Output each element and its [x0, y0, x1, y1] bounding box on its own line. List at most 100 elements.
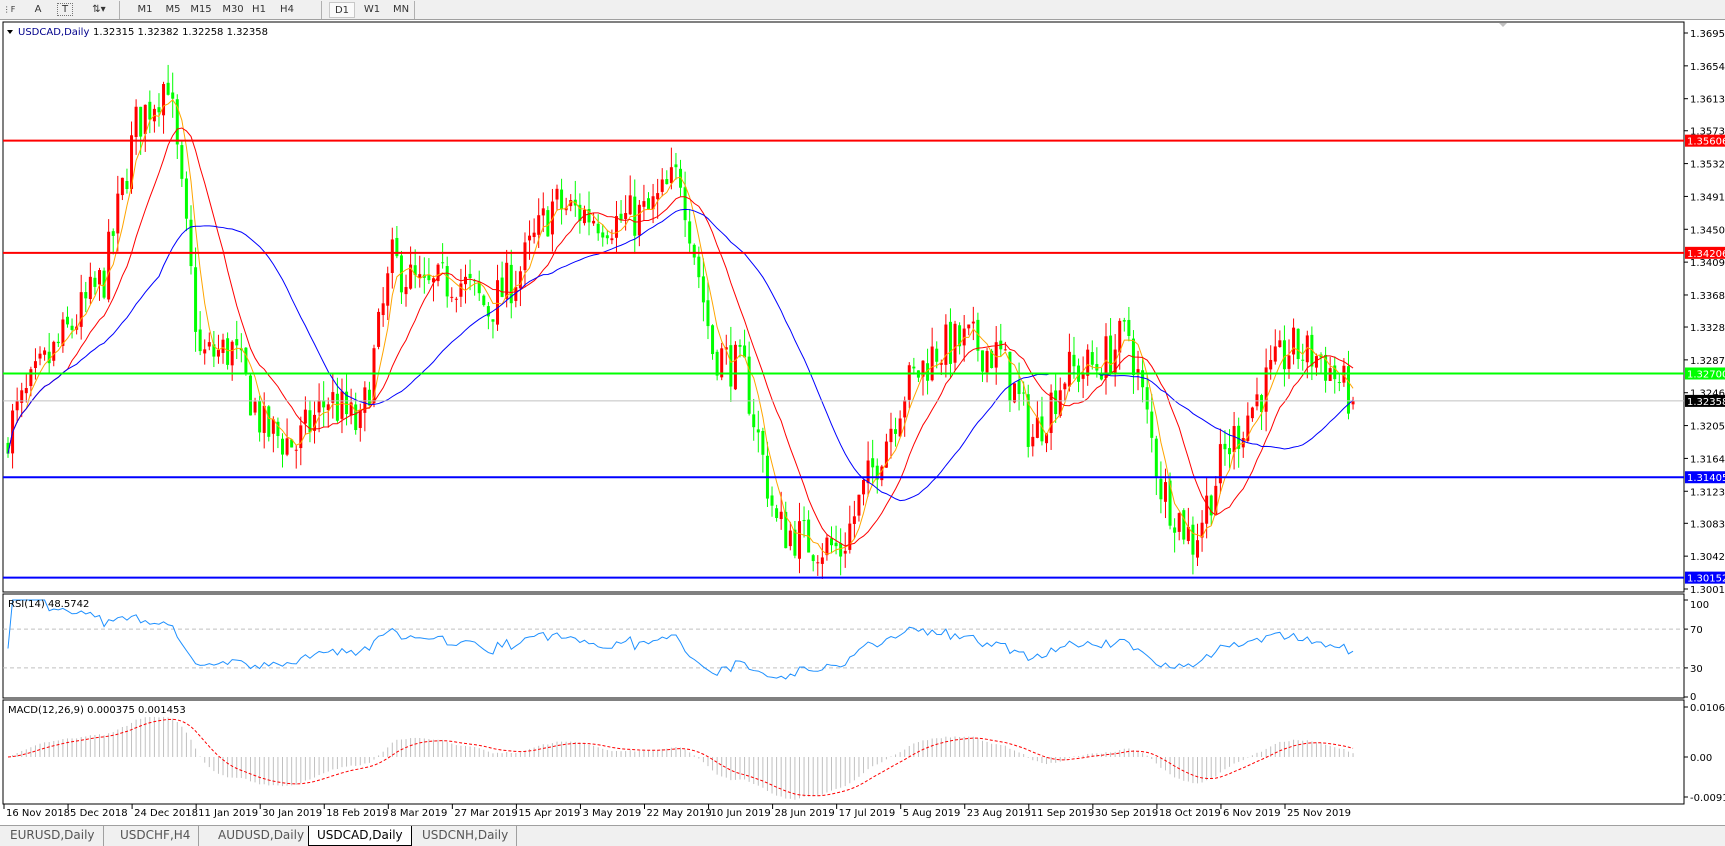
candle-body [125, 181, 129, 190]
candle-body [770, 495, 774, 506]
candle [413, 249, 417, 289]
price-tick-label: 1.34910 [1690, 192, 1725, 203]
candle-body [395, 237, 399, 257]
chart-canvas[interactable]: 1.36950 1.36540 1.36130 1.35730 1.35320 1.349… [0, 20, 1725, 825]
candle-body [56, 341, 60, 344]
candle-body [1246, 415, 1250, 441]
candle-body [930, 346, 934, 381]
candle [953, 320, 957, 371]
candle [1118, 318, 1122, 370]
candle [1163, 468, 1167, 519]
candle [1296, 328, 1300, 369]
timeframe-m1-button[interactable]: M1 [137, 4, 153, 15]
candle-body [1067, 351, 1071, 387]
price-tick-label: 1.36130 [1690, 95, 1725, 106]
candle-body [239, 348, 243, 351]
candle [852, 500, 856, 539]
candle [948, 308, 952, 379]
candle-body [820, 557, 824, 564]
candle-body [285, 438, 289, 455]
candle-body [6, 442, 10, 454]
candle [688, 209, 692, 252]
text-box-icon[interactable]: T [57, 3, 73, 16]
candle [601, 224, 605, 247]
timeframe-m30-button[interactable]: M30 [222, 4, 244, 15]
price-panel [2, 21, 1685, 593]
tab-usdcnh-daily[interactable]: USDCNH,Daily [414, 826, 518, 846]
candle-body [523, 242, 527, 271]
timeframe-m5-button[interactable]: M5 [165, 4, 181, 15]
rsi-label: RSI(14) 48.5742 [8, 599, 89, 610]
time-axis-label: 11 Jan 2019 [198, 808, 258, 819]
candle-body [848, 523, 852, 550]
candle-body [180, 145, 184, 179]
candle-body [399, 255, 403, 293]
candle-body [683, 187, 687, 221]
candle-body [651, 196, 655, 210]
timeframe-h1-button[interactable]: H1 [252, 4, 266, 15]
timeframe-m15-button[interactable]: M15 [190, 4, 212, 15]
candle-body [784, 511, 788, 549]
candle-body [793, 529, 797, 556]
candle-body [120, 177, 124, 196]
candle-body [253, 401, 257, 413]
crosshair-lines-icon[interactable]: ⋮F [2, 5, 16, 14]
time-axis-label: 22 May 2019 [647, 808, 712, 819]
candle [180, 140, 184, 187]
price-tick-label: 1.33280 [1690, 323, 1725, 334]
candle [189, 205, 193, 275]
candle-body [162, 84, 166, 116]
text-label-icon[interactable]: A [34, 4, 42, 15]
candle-body [1163, 482, 1167, 502]
candle-body [248, 375, 252, 416]
candle-body [884, 441, 888, 468]
candle [194, 247, 198, 352]
time-axis-label: 8 Mar 2019 [390, 808, 447, 819]
timeframe-mn-button[interactable]: MN [392, 4, 410, 15]
timeframe-h4-button[interactable]: H4 [280, 4, 294, 15]
candle [496, 264, 500, 331]
candle-body [326, 404, 330, 411]
candle-body [404, 287, 408, 295]
candle [775, 504, 779, 522]
candle [239, 333, 243, 363]
candle [628, 175, 632, 216]
tab-eurusd-daily[interactable]: EURUSD,Daily [2, 826, 104, 846]
candle-body [875, 465, 879, 480]
candle [880, 464, 884, 487]
candle-body [1173, 527, 1177, 533]
candle-body [1013, 383, 1016, 403]
time-axis-label: 15 Apr 2019 [518, 808, 580, 819]
tab-audusd-daily[interactable]: AUDUSD,Daily [210, 826, 314, 846]
candle-body [985, 351, 989, 373]
price-level-label: 1.34206 [1687, 249, 1725, 260]
candle-body [1182, 510, 1186, 540]
candle-body [688, 221, 692, 244]
candle [75, 314, 79, 335]
time-axis-label: 10 Jun 2019 [711, 808, 771, 819]
current-price-label: 1.32358 [1687, 397, 1725, 408]
tab-usdcad-daily[interactable]: USDCAD,Daily [308, 826, 412, 846]
candle-body [221, 339, 225, 353]
candle-body [1118, 320, 1122, 353]
candle [326, 397, 330, 428]
time-axis-label: 16 Nov 2018 [6, 808, 70, 819]
timeframe-w1-button[interactable]: W1 [363, 4, 381, 15]
candle [1145, 374, 1149, 424]
candle [752, 398, 756, 441]
timeframe-d1-button[interactable]: D1 [329, 2, 355, 18]
candle-body [1150, 411, 1154, 438]
candle-body [935, 348, 939, 362]
candle [857, 494, 861, 522]
candle-body [198, 329, 202, 352]
price-tick-label: 1.32050 [1690, 422, 1725, 433]
tab-usdchf-h4[interactable]: USDCHF,H4 [112, 826, 200, 846]
macd-panel [2, 699, 1685, 805]
candle-body [898, 418, 902, 437]
price-level-label: 1.31405 [1687, 473, 1725, 484]
candle-body [1090, 352, 1094, 365]
arrows-icon[interactable]: ⇅▾ [92, 4, 106, 15]
candle [1026, 384, 1030, 458]
candle [207, 332, 211, 351]
rsi-tick-label: 100 [1690, 600, 1709, 611]
